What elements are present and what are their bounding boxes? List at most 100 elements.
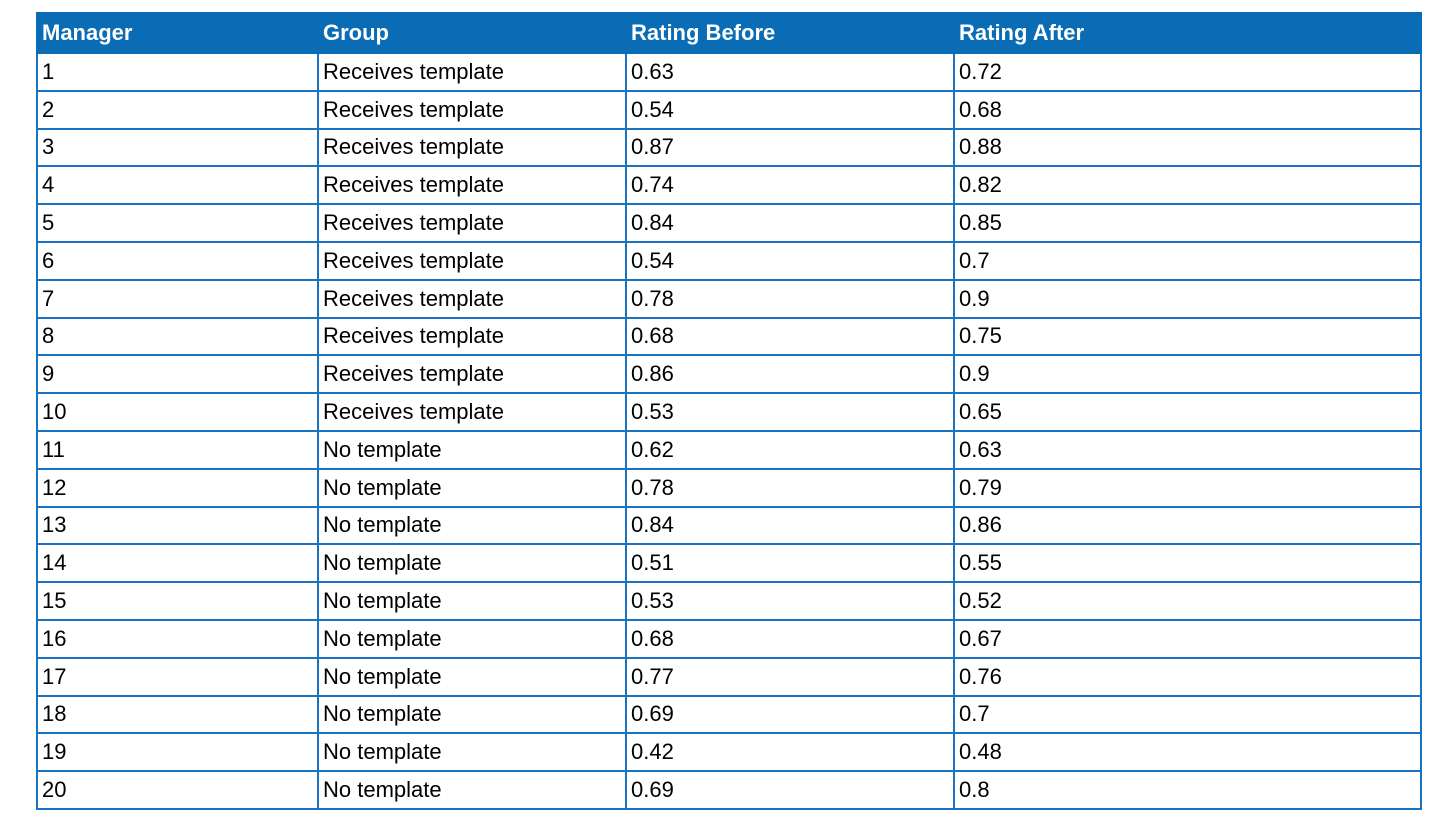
table-row: 16 No template 0.68 0.67 [36,618,1422,659]
table-row: 18 No template 0.69 0.7 [36,694,1422,735]
rating-after-cell: 0.7 [953,694,1422,735]
rating-after-cell: 0.68 [953,89,1422,130]
rating-after-cell: 0.9 [953,354,1422,395]
table-row: 9 Receives template 0.86 0.9 [36,354,1422,395]
rating-after-cell: 0.79 [953,467,1422,508]
rating-before-cell: 0.54 [625,89,955,130]
rating-before-cell: 0.87 [625,127,955,168]
rating-after-cell: 0.9 [953,278,1422,319]
rating-after-cell: 0.8 [953,770,1422,810]
manager-cell: 11 [36,429,319,470]
table-row: 2 Receives template 0.54 0.68 [36,89,1422,130]
table-row: 12 No template 0.78 0.79 [36,467,1422,508]
manager-cell: 17 [36,656,319,697]
column-header-rating-before: Rating Before [625,12,955,54]
manager-cell: 15 [36,581,319,621]
rating-before-cell: 0.78 [625,467,955,508]
group-cell: No template [317,581,627,621]
rating-before-cell: 0.74 [625,165,955,206]
group-cell: No template [317,505,627,546]
group-cell: No template [317,543,627,584]
table-row: 5 Receives template 0.84 0.85 [36,203,1422,243]
manager-cell: 7 [36,278,319,319]
table-row: 10 Receives template 0.53 0.65 [36,392,1422,432]
column-header-rating-after: Rating After [953,12,1422,54]
rating-before-cell: 0.53 [625,581,955,621]
table-row: 15 No template 0.53 0.52 [36,581,1422,621]
column-header-manager: Manager [36,12,319,54]
group-cell: Receives template [317,278,627,319]
table-row: 19 No template 0.42 0.48 [36,732,1422,773]
group-cell: No template [317,467,627,508]
group-cell: No template [317,429,627,470]
group-cell: No template [317,732,627,773]
manager-cell: 5 [36,203,319,243]
manager-cell: 13 [36,505,319,546]
manager-cell: 4 [36,165,319,206]
group-cell: Receives template [317,165,627,206]
rating-after-cell: 0.65 [953,392,1422,432]
group-cell: Receives template [317,240,627,281]
manager-cell: 14 [36,543,319,584]
rating-after-cell: 0.82 [953,165,1422,206]
rating-before-cell: 0.54 [625,240,955,281]
rating-before-cell: 0.42 [625,732,955,773]
rating-before-cell: 0.69 [625,770,955,810]
rating-after-cell: 0.75 [953,316,1422,357]
rating-after-cell: 0.76 [953,656,1422,697]
table-row: 4 Receives template 0.74 0.82 [36,165,1422,206]
manager-cell: 10 [36,392,319,432]
rating-before-cell: 0.62 [625,429,955,470]
group-cell: Receives template [317,89,627,130]
table-body: 1 Receives template 0.63 0.72 2 Receives temp… [36,52,1422,810]
rating-after-cell: 0.85 [953,203,1422,243]
data-table-container: Manager Group Rating Before Rating After… [36,12,1422,810]
manager-cell: 6 [36,240,319,281]
manager-cell: 8 [36,316,319,357]
table-header: Manager Group Rating Before Rating After [36,12,1422,54]
table-row: 3 Receives template 0.87 0.88 [36,127,1422,168]
table-row: 7 Receives template 0.78 0.9 [36,278,1422,319]
rating-before-cell: 0.77 [625,656,955,697]
rating-after-cell: 0.72 [953,52,1422,92]
manager-cell: 2 [36,89,319,130]
rating-before-cell: 0.69 [625,694,955,735]
manager-cell: 1 [36,52,319,92]
table-row: 17 No template 0.77 0.76 [36,656,1422,697]
rating-before-cell: 0.63 [625,52,955,92]
manager-cell: 16 [36,618,319,659]
rating-after-cell: 0.86 [953,505,1422,546]
group-cell: No template [317,656,627,697]
table-row: 6 Receives template 0.54 0.7 [36,240,1422,281]
rating-after-cell: 0.55 [953,543,1422,584]
group-cell: No template [317,770,627,810]
group-cell: Receives template [317,316,627,357]
rating-before-cell: 0.86 [625,354,955,395]
group-cell: Receives template [317,392,627,432]
manager-cell: 12 [36,467,319,508]
group-cell: Receives template [317,127,627,168]
group-cell: No template [317,694,627,735]
rating-before-cell: 0.68 [625,316,955,357]
group-cell: Receives template [317,354,627,395]
rating-after-cell: 0.48 [953,732,1422,773]
table-row: 1 Receives template 0.63 0.72 [36,52,1422,92]
rating-before-cell: 0.78 [625,278,955,319]
table-row: 14 No template 0.51 0.55 [36,543,1422,584]
manager-cell: 3 [36,127,319,168]
rating-before-cell: 0.68 [625,618,955,659]
header-row: Manager Group Rating Before Rating After [36,12,1422,54]
rating-after-cell: 0.88 [953,127,1422,168]
rating-before-cell: 0.84 [625,203,955,243]
rating-after-cell: 0.52 [953,581,1422,621]
manager-cell: 18 [36,694,319,735]
table-row: 11 No template 0.62 0.63 [36,429,1422,470]
table-row: 8 Receives template 0.68 0.75 [36,316,1422,357]
manager-cell: 20 [36,770,319,810]
table-row: 20 No template 0.69 0.8 [36,770,1422,810]
column-header-group: Group [317,12,627,54]
ratings-table: Manager Group Rating Before Rating After… [36,12,1422,810]
table-row: 13 No template 0.84 0.86 [36,505,1422,546]
group-cell: Receives template [317,52,627,92]
group-cell: No template [317,618,627,659]
